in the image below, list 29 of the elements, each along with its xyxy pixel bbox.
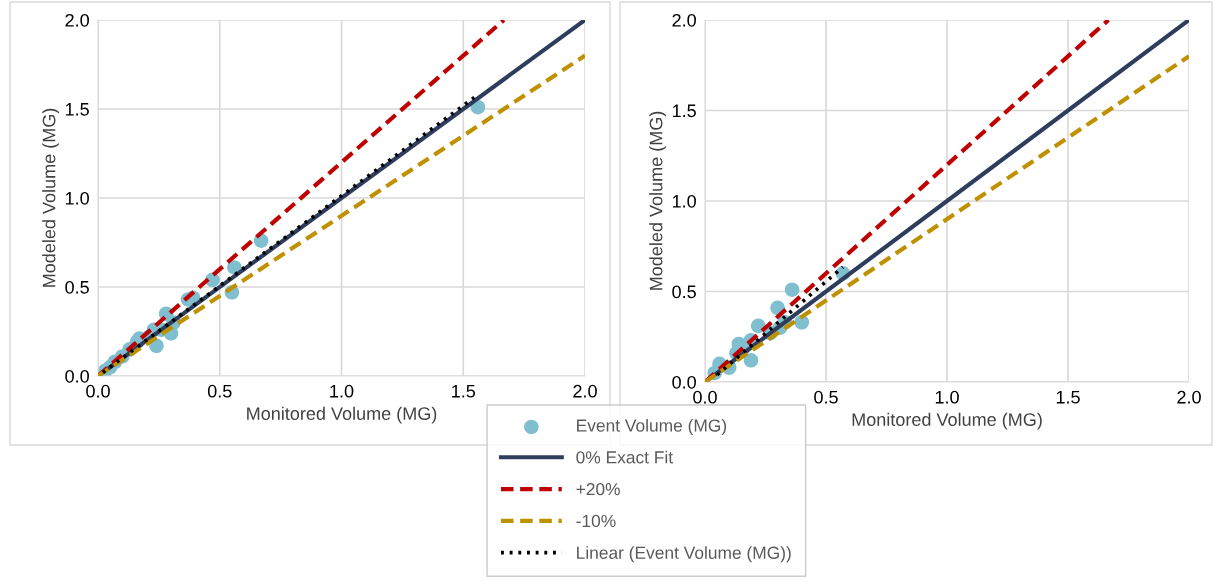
legend-label: +20%	[576, 483, 620, 496]
y-tick-label: 1.0	[672, 194, 696, 208]
legend-label: Event Volume (MG)	[577, 418, 727, 436]
y-tick-label: 1.5	[672, 104, 696, 118]
x-tick-label: 0.0	[693, 390, 717, 404]
y-tick-label: 0.0	[672, 375, 696, 389]
legend-label: 0% Exact Fit	[576, 450, 673, 464]
x-tick-label: 1.5	[452, 385, 476, 398]
x-tick-label: 1.0	[935, 390, 959, 404]
x-tick-label: 0.5	[814, 390, 838, 404]
x-tick-label: 0.5	[207, 384, 232, 398]
x-tick-label: 1.5	[1056, 391, 1080, 404]
y-axis-title: Modeled Volume (MG)	[649, 111, 667, 290]
y-tick-label: 0.0	[65, 369, 89, 383]
y-tick-label: 0.5	[65, 280, 89, 294]
x-tick-label: 2.0	[573, 384, 597, 398]
x-tick-label: 1.0	[330, 384, 354, 398]
y-tick-label: 2.0	[65, 13, 89, 27]
y-tick-label: 2.0	[672, 13, 696, 27]
y-tick-label: 1.5	[65, 103, 89, 116]
x-axis-title: Monitored Volume (MG)	[247, 406, 437, 424]
x-axis-title: Monitored Volume (MG)	[852, 412, 1042, 430]
y-axis-title: Modeled Volume (MG)	[42, 108, 60, 287]
y-tick-label: 1.0	[65, 191, 89, 205]
y-tick-label: 0.5	[672, 285, 696, 299]
x-tick-label: 2.0	[1177, 390, 1201, 404]
x-tick-label: 0.0	[86, 384, 110, 398]
legend-label: -10%	[576, 514, 616, 528]
legend-label: Linear (Event Volume (MG))	[577, 546, 791, 563]
